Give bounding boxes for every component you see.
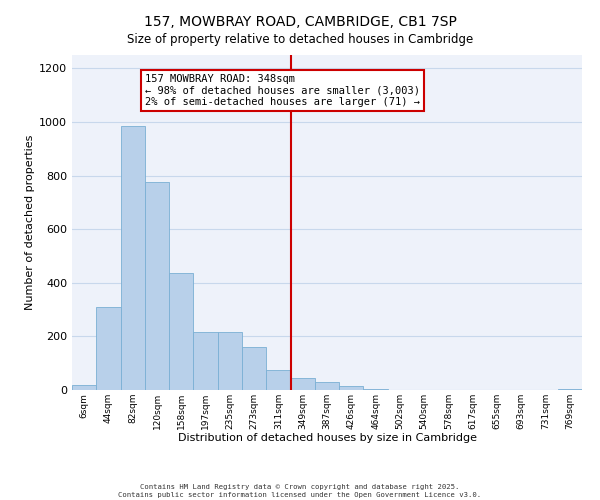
X-axis label: Distribution of detached houses by size in Cambridge: Distribution of detached houses by size … — [178, 434, 476, 444]
Bar — [193, 332, 218, 390]
Bar — [96, 307, 121, 390]
Bar — [169, 274, 193, 390]
Text: 157 MOWBRAY ROAD: 348sqm
← 98% of detached houses are smaller (3,003)
2% of semi: 157 MOWBRAY ROAD: 348sqm ← 98% of detach… — [145, 74, 420, 107]
Bar — [558, 388, 582, 390]
Bar — [364, 388, 388, 390]
Bar — [315, 382, 339, 390]
Bar — [242, 347, 266, 390]
Bar — [290, 378, 315, 390]
Bar — [121, 126, 145, 390]
Bar — [218, 332, 242, 390]
Text: Contains HM Land Registry data © Crown copyright and database right 2025.
Contai: Contains HM Land Registry data © Crown c… — [118, 484, 482, 498]
Text: Size of property relative to detached houses in Cambridge: Size of property relative to detached ho… — [127, 32, 473, 46]
Text: 157, MOWBRAY ROAD, CAMBRIDGE, CB1 7SP: 157, MOWBRAY ROAD, CAMBRIDGE, CB1 7SP — [143, 15, 457, 29]
Bar — [266, 370, 290, 390]
Bar — [339, 386, 364, 390]
Bar — [145, 182, 169, 390]
Bar — [72, 384, 96, 390]
Y-axis label: Number of detached properties: Number of detached properties — [25, 135, 35, 310]
